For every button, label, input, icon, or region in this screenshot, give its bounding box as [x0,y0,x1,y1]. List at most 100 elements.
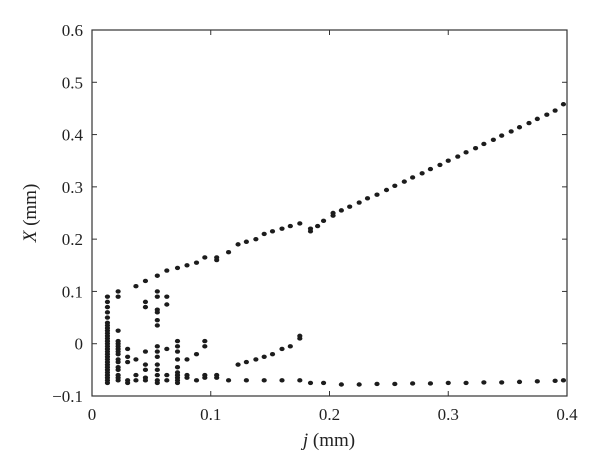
data-point [445,158,451,163]
x-tick-label: 0.4 [556,405,578,424]
data-point [154,380,160,386]
data-point [115,289,121,294]
data-point [243,359,249,365]
y-tick-label: 0.2 [62,230,83,249]
data-point [154,294,160,299]
data-point [526,120,532,126]
x-axis-label-unit: (mm) [308,430,355,451]
data-point [374,192,380,197]
data-point [269,229,276,234]
data-point [243,239,249,244]
y-tick-label: 0 [75,335,84,354]
plot-frame [91,29,568,397]
data-point [235,362,241,367]
data-point [253,357,259,362]
data-point [174,380,181,386]
data-point [347,204,353,209]
data-point [392,381,398,387]
data-point [174,338,181,344]
data-point [184,375,190,380]
data-point [202,255,208,260]
y-axis-label: X (mm) [20,184,41,244]
data-point [142,378,149,383]
data-point [437,162,443,168]
data-point [142,367,149,373]
data-point [481,380,487,385]
data-point [154,362,160,367]
data-point [481,141,487,147]
data-point [279,378,285,383]
data-point [125,359,131,365]
data-point [463,380,469,386]
data-point [427,166,434,172]
data-point [410,175,416,180]
data-point [142,304,149,310]
x-axis-label-var: j [300,430,308,451]
x-tick-label: 0.1 [200,405,221,424]
data-point [115,294,121,299]
data-point [338,208,344,213]
data-point [133,357,139,362]
data-point [104,304,111,310]
x-tick-label: 0.3 [438,405,459,424]
data-point [104,310,111,315]
data-point [383,187,390,193]
data-point [115,378,121,383]
data-point [253,236,259,242]
data-point [499,380,505,385]
data-point [115,367,121,373]
data-point [154,289,160,294]
data-point [164,294,170,299]
data-point [516,379,523,385]
data-point [330,210,336,216]
data-point [287,223,293,229]
x-axis-label: j (mm) [300,430,355,451]
data-point [104,315,111,320]
data-point [225,378,232,383]
y-axis-label-var: X [20,229,41,243]
data-point [154,323,160,328]
data-point [125,346,131,352]
x-tick-label: 0 [88,405,97,424]
data-point [445,380,451,386]
data-point [184,263,190,268]
data-point [104,299,111,305]
data-point [174,357,181,362]
data-point [508,129,514,134]
data-point [104,380,111,386]
data-point [338,382,344,387]
data-point [320,218,327,224]
data-point [392,183,398,189]
data-point [164,268,170,273]
data-point [133,372,139,378]
data-point [544,112,550,117]
data-point [193,260,200,265]
data-point [115,351,121,357]
y-axis-label-unit: (mm) [20,184,41,231]
data-point [356,382,362,387]
data-point [243,378,249,383]
data-point [202,344,208,349]
data-point [463,150,469,155]
data-point [125,380,131,386]
data-point [297,378,303,383]
data-point [214,257,220,263]
data-point [174,349,181,354]
data-point [193,351,200,357]
data-point [307,226,314,231]
data-point [174,365,181,370]
data-point [307,380,314,386]
data-point [455,154,461,159]
data-point [133,284,139,289]
data-point [154,317,160,323]
data-point [154,349,160,354]
data-point [427,381,434,386]
data-point [261,231,267,237]
data-point [174,344,181,349]
data-point [534,116,540,122]
data-point [202,375,208,380]
data-point [560,378,567,383]
data-point [356,200,362,205]
data-point [104,294,111,299]
